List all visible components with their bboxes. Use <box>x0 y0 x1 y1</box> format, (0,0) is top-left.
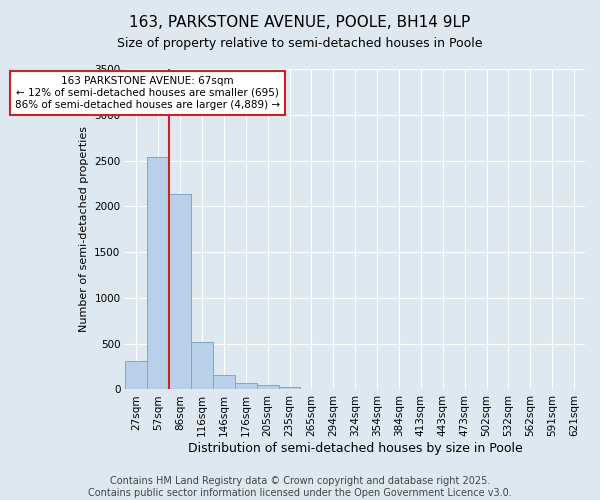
Bar <box>125 361 148 390</box>
Text: Size of property relative to semi-detached houses in Poole: Size of property relative to semi-detach… <box>117 38 483 51</box>
Text: 163, PARKSTONE AVENUE, POOLE, BH14 9LP: 163, PARKSTONE AVENUE, POOLE, BH14 9LP <box>130 15 470 30</box>
Bar <box>191 342 213 390</box>
Bar <box>169 194 191 390</box>
Text: Contains HM Land Registry data © Crown copyright and database right 2025.
Contai: Contains HM Land Registry data © Crown c… <box>88 476 512 498</box>
Bar <box>235 382 257 390</box>
Y-axis label: Number of semi-detached properties: Number of semi-detached properties <box>79 126 89 332</box>
Bar <box>278 386 301 390</box>
Bar <box>257 385 278 390</box>
Bar <box>213 376 235 390</box>
Text: 163 PARKSTONE AVENUE: 67sqm
← 12% of semi-detached houses are smaller (695)
86% : 163 PARKSTONE AVENUE: 67sqm ← 12% of sem… <box>15 76 280 110</box>
Bar <box>148 157 169 390</box>
X-axis label: Distribution of semi-detached houses by size in Poole: Distribution of semi-detached houses by … <box>188 442 523 455</box>
